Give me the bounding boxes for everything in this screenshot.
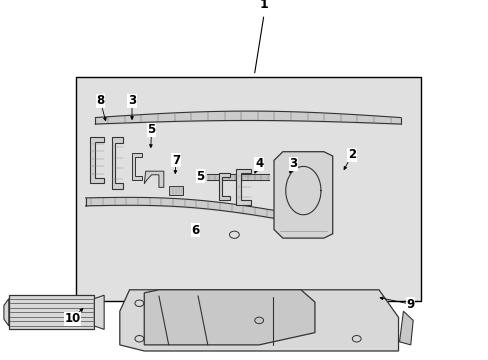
Text: 6: 6	[191, 224, 199, 237]
Polygon shape	[132, 153, 142, 180]
Polygon shape	[144, 290, 314, 345]
Text: 5: 5	[196, 170, 204, 183]
Polygon shape	[90, 136, 104, 183]
Text: 4: 4	[255, 157, 263, 170]
Polygon shape	[94, 295, 104, 329]
Polygon shape	[112, 137, 123, 189]
Bar	[9, 295, 94, 329]
Text: 10: 10	[64, 312, 81, 325]
Polygon shape	[236, 168, 250, 204]
Text: 3: 3	[128, 94, 136, 107]
Text: 7: 7	[172, 154, 180, 167]
Text: 9: 9	[406, 298, 414, 311]
Polygon shape	[273, 152, 332, 238]
Text: 1: 1	[259, 0, 268, 11]
Polygon shape	[4, 299, 9, 326]
Bar	[76, 77, 420, 301]
Polygon shape	[219, 173, 229, 200]
Text: 5: 5	[147, 123, 155, 136]
Text: 8: 8	[96, 94, 104, 107]
Text: 2: 2	[347, 148, 355, 161]
Polygon shape	[399, 311, 412, 345]
Text: 3: 3	[289, 157, 297, 170]
Polygon shape	[120, 290, 398, 351]
Polygon shape	[144, 171, 163, 187]
Polygon shape	[168, 186, 183, 194]
